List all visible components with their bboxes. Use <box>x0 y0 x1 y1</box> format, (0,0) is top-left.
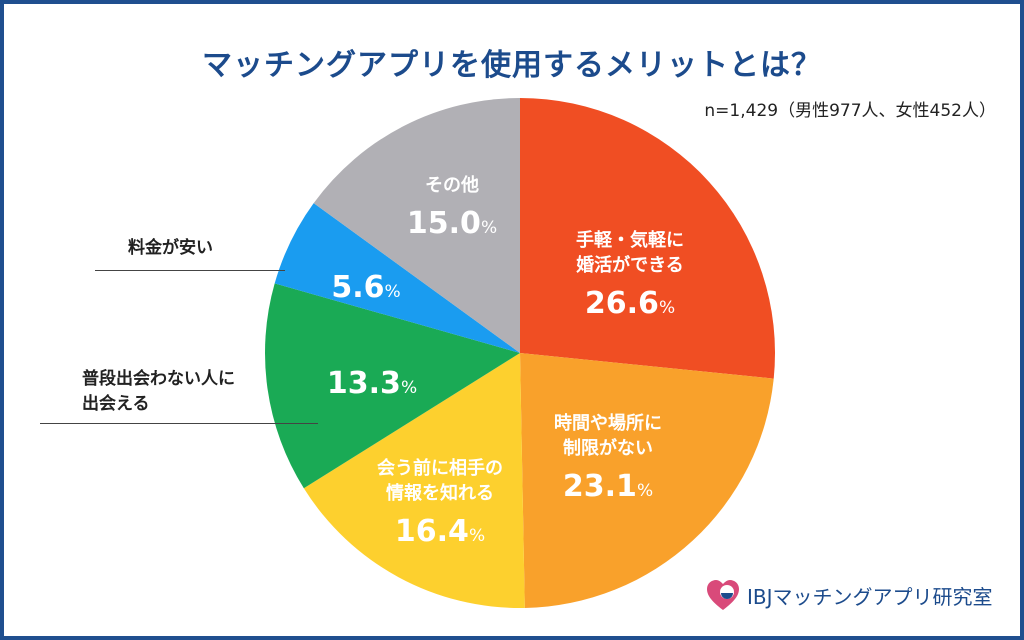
pie-slice-0 <box>520 98 775 379</box>
slice-label-2: 会う前に相手の 情報を知れる 16.4% <box>377 458 503 549</box>
slice-label-5: その他 15.0% <box>406 175 498 241</box>
logo-text: IBJマッチングアプリ研究室 <box>747 584 993 609</box>
slice-label-0: 手軽・気軽に 婚活ができる 26.6% <box>576 230 684 321</box>
slice-label-1: 時間や場所に 制限がない 23.1% <box>554 413 662 504</box>
leader-line-4 <box>95 270 285 271</box>
heart-flask-icon <box>707 580 739 610</box>
outside-label-4: 料金が安い <box>128 238 213 258</box>
pie-slice-3 <box>264 283 520 489</box>
chart-title: マッチングアプリを使用するメリットとは？ <box>202 48 822 83</box>
slice-value-4: 5.6% <box>331 270 401 305</box>
pie-slice-5 <box>313 98 520 353</box>
sample-size: n=1,429（男性977人、女性452人） <box>704 101 996 121</box>
slice-value-3: 13.3% <box>326 366 418 401</box>
pie-slice-2 <box>303 353 525 608</box>
pie-slice-4 <box>274 203 520 353</box>
leader-line-3 <box>40 423 318 424</box>
logo: IBJマッチングアプリ研究室 <box>705 577 993 613</box>
pie-slice-1 <box>520 353 774 608</box>
outside-label-3: 普段出会わない人に 出会える <box>82 369 235 414</box>
